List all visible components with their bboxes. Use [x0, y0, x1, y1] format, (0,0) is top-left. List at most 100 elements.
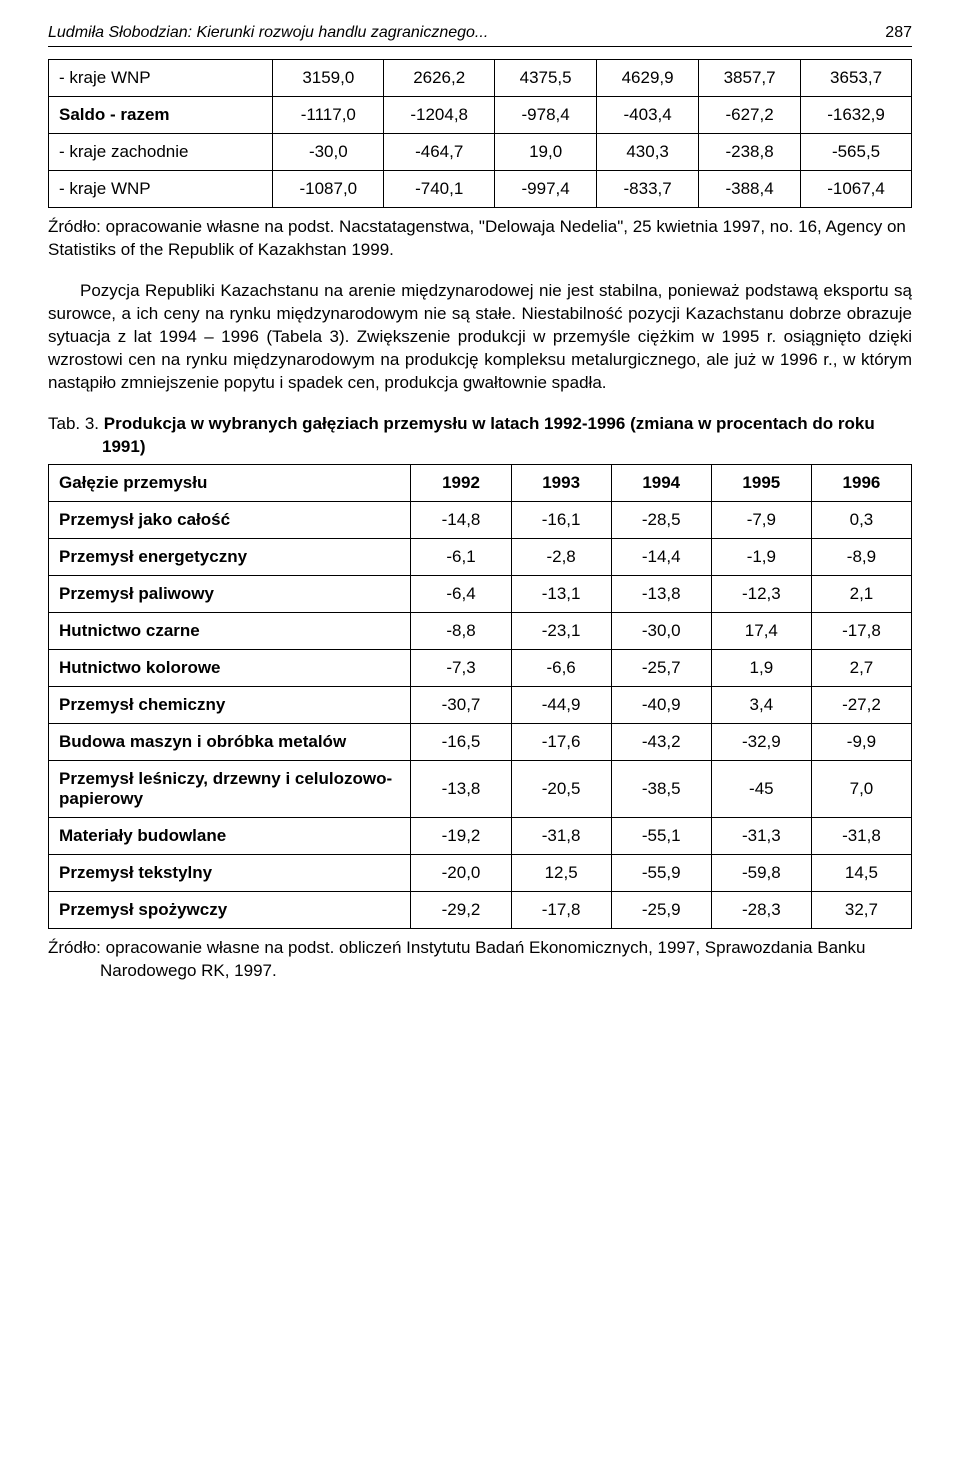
industry-body: Przemysł jako całość -14,8 -16,1 -28,5 -… [49, 502, 912, 929]
table-row: Przemysł jako całość -14,8 -16,1 -28,5 -… [49, 502, 912, 539]
cell: -23,1 [511, 613, 611, 650]
table-row: Przemysł energetyczny -6,1 -2,8 -14,4 -1… [49, 539, 912, 576]
cell: -1067,4 [801, 171, 912, 208]
cell: 430,3 [597, 134, 699, 171]
header-label: Gałęzie przemysłu [49, 465, 411, 502]
table-row: Przemysł spożywczy -29,2 -17,8 -25,9 -28… [49, 892, 912, 929]
row-label: Przemysł paliwowy [49, 576, 411, 613]
row-label: Budowa maszyn i obróbka metalów [49, 724, 411, 761]
cell: -8,9 [811, 539, 911, 576]
cell: -833,7 [597, 171, 699, 208]
cell: -59,8 [711, 855, 811, 892]
header-title: Ludmiła Słobodzian: Kierunki rozwoju han… [48, 24, 488, 42]
cell: -30,0 [273, 134, 384, 171]
cell: -1087,0 [273, 171, 384, 208]
table-row: - kraje WNP -1087,0 -740,1 -997,4 -833,7… [49, 171, 912, 208]
cell: 1,9 [711, 650, 811, 687]
cell: 17,4 [711, 613, 811, 650]
cell: 3,4 [711, 687, 811, 724]
industry-production-table: Gałęzie przemysłu 1992 1993 1994 1995 19… [48, 464, 912, 929]
cell: -14,8 [411, 502, 511, 539]
industry-header: Gałęzie przemysłu 1992 1993 1994 1995 19… [49, 465, 912, 502]
cell: -403,4 [597, 97, 699, 134]
table-row: Hutnictwo czarne -8,8 -23,1 -30,0 17,4 -… [49, 613, 912, 650]
header-year: 1994 [611, 465, 711, 502]
header-year: 1992 [411, 465, 511, 502]
cell: 2,1 [811, 576, 911, 613]
cell: -17,6 [511, 724, 611, 761]
cell: -9,9 [811, 724, 911, 761]
cell: -27,2 [811, 687, 911, 724]
table-row: Przemysł tekstylny -20,0 12,5 -55,9 -59,… [49, 855, 912, 892]
row-label: Przemysł energetyczny [49, 539, 411, 576]
cell: -20,5 [511, 761, 611, 818]
table-row: - kraje zachodnie -30,0 -464,7 19,0 430,… [49, 134, 912, 171]
table-row: Przemysł chemiczny -30,7 -44,9 -40,9 3,4… [49, 687, 912, 724]
cell: -20,0 [411, 855, 511, 892]
cell: 12,5 [511, 855, 611, 892]
cell: -17,8 [811, 613, 911, 650]
row-label: Przemysł spożywczy [49, 892, 411, 929]
cell: -6,6 [511, 650, 611, 687]
cell: -30,7 [411, 687, 511, 724]
cell: -12,3 [711, 576, 811, 613]
cell: -14,4 [611, 539, 711, 576]
cell: -45 [711, 761, 811, 818]
cell: -997,4 [495, 171, 597, 208]
cell: -19,2 [411, 818, 511, 855]
body-paragraph: Pozycja Republiki Kazachstanu na arenie … [48, 280, 912, 395]
cell: 3857,7 [699, 60, 801, 97]
cell: -28,5 [611, 502, 711, 539]
cell: -6,1 [411, 539, 511, 576]
table-row: - kraje WNP 3159,0 2626,2 4375,5 4629,9 … [49, 60, 912, 97]
cell: 2,7 [811, 650, 911, 687]
cell: -16,5 [411, 724, 511, 761]
cell: -40,9 [611, 687, 711, 724]
row-label: Hutnictwo kolorowe [49, 650, 411, 687]
cell: -13,8 [411, 761, 511, 818]
trade-balance-table: - kraje WNP 3159,0 2626,2 4375,5 4629,9 … [48, 59, 912, 208]
row-label: Hutnictwo czarne [49, 613, 411, 650]
cell: 32,7 [811, 892, 911, 929]
row-label: Przemysł jako całość [49, 502, 411, 539]
row-label: - kraje zachodnie [49, 134, 273, 171]
cell: 4629,9 [597, 60, 699, 97]
cell: -7,3 [411, 650, 511, 687]
cell: -8,8 [411, 613, 511, 650]
cell: -31,8 [811, 818, 911, 855]
cell: 7,0 [811, 761, 911, 818]
cell: 3653,7 [801, 60, 912, 97]
cell: 4375,5 [495, 60, 597, 97]
cell: -31,3 [711, 818, 811, 855]
trade-balance-body: - kraje WNP 3159,0 2626,2 4375,5 4629,9 … [49, 60, 912, 208]
table-row: Przemysł leśniczy, drzewny i celulozowo-… [49, 761, 912, 818]
cell: -55,1 [611, 818, 711, 855]
table3-caption: Tab. 3. Produkcja w wybranych gałęziach … [102, 413, 912, 459]
cell: -464,7 [384, 134, 495, 171]
row-label: Przemysł tekstylny [49, 855, 411, 892]
cell: -388,4 [699, 171, 801, 208]
header-year: 1995 [711, 465, 811, 502]
cell: -238,8 [699, 134, 801, 171]
cell: -25,7 [611, 650, 711, 687]
cell: 2626,2 [384, 60, 495, 97]
running-header: Ludmiła Słobodzian: Kierunki rozwoju han… [48, 24, 912, 47]
page-container: Ludmiła Słobodzian: Kierunki rozwoju han… [0, 0, 960, 1015]
cell: -44,9 [511, 687, 611, 724]
cell: -627,2 [699, 97, 801, 134]
cell: -16,1 [511, 502, 611, 539]
cell: -25,9 [611, 892, 711, 929]
cell: -1204,8 [384, 97, 495, 134]
cell: -1632,9 [801, 97, 912, 134]
row-label: Przemysł chemiczny [49, 687, 411, 724]
cell: -28,3 [711, 892, 811, 929]
header-year: 1996 [811, 465, 911, 502]
cell: -6,4 [411, 576, 511, 613]
header-year: 1993 [511, 465, 611, 502]
table-row: Saldo - razem -1117,0 -1204,8 -978,4 -40… [49, 97, 912, 134]
cell: -978,4 [495, 97, 597, 134]
cell: -32,9 [711, 724, 811, 761]
cell: 0,3 [811, 502, 911, 539]
row-label: - kraje WNP [49, 60, 273, 97]
row-label: - kraje WNP [49, 171, 273, 208]
